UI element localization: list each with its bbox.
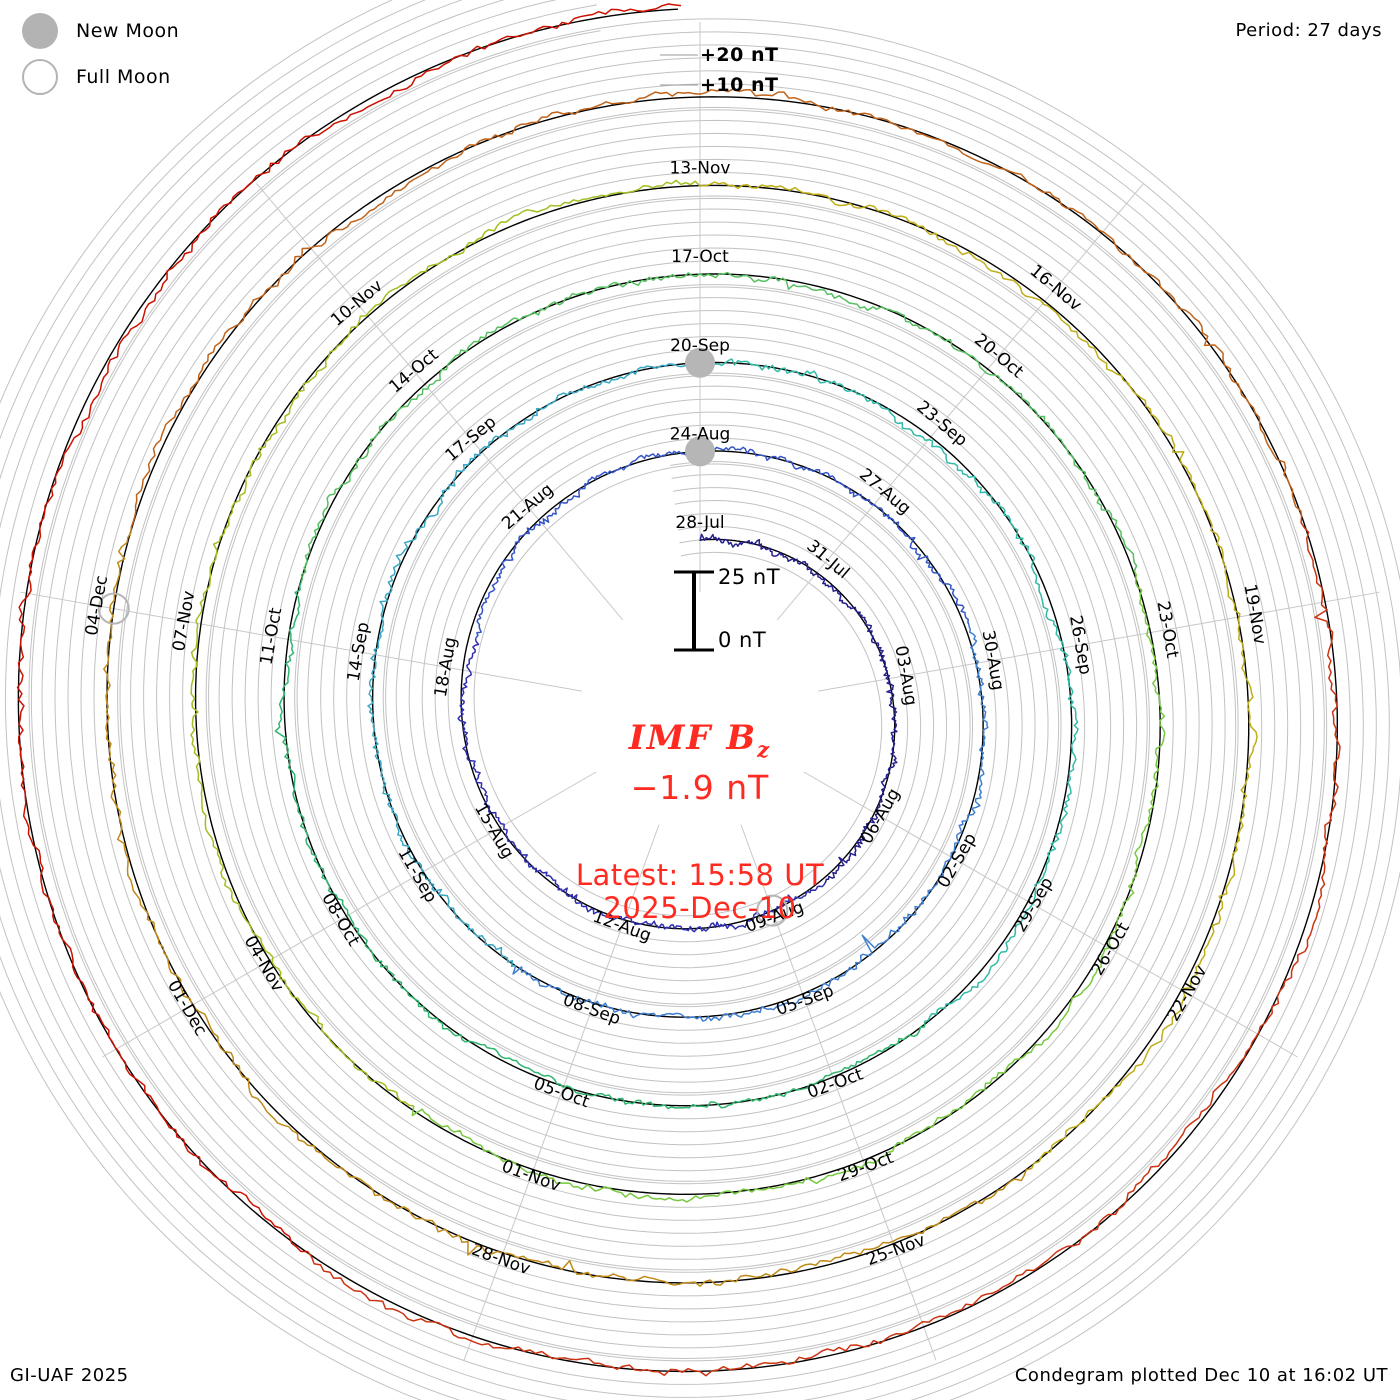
date-label: 04-Dec	[82, 574, 112, 637]
date-label: 08-Sep	[560, 990, 623, 1029]
date-label: 14-Oct	[385, 345, 442, 398]
latest-date: 2025-Dec-10	[603, 891, 797, 926]
scale-bar-bottom-label: 0 nT	[718, 628, 767, 652]
credit-label: GI-UAF 2025	[10, 1365, 129, 1386]
date-label: 24-Aug	[670, 424, 731, 444]
latest-time: Latest: 15:58 UT	[575, 857, 825, 892]
plotted-timestamp: Condegram plotted Dec 10 at 16:02 UT	[1014, 1365, 1388, 1386]
center-readout: IMF Bz −1.9 nT Latest: 15:58 UT 2025-Dec…	[0, 718, 1400, 925]
date-label: 20-Oct	[970, 330, 1027, 383]
radial-label-plus20: +20 nT	[700, 44, 779, 66]
moon-legend: New Moon Full Moon	[22, 8, 179, 100]
date-label: 13-Nov	[670, 159, 731, 179]
date-label: 17-Oct	[671, 247, 729, 267]
date-label: 01-Dec	[163, 977, 211, 1040]
date-label: 11-Oct	[257, 606, 287, 667]
date-label: 23-Oct	[1152, 599, 1182, 660]
date-label: 07-Nov	[169, 589, 199, 653]
legend-item-full-moon: Full Moon	[22, 54, 179, 100]
full-moon-icon	[22, 59, 58, 95]
radial-label-plus10: +10 nT	[700, 74, 779, 96]
legend-label-full-moon: Full Moon	[76, 66, 171, 88]
date-label: 03-Aug	[890, 644, 920, 707]
date-label: 22-Nov	[1164, 962, 1212, 1025]
date-label: 05-Oct	[531, 1074, 592, 1113]
date-label: 28-Jul	[675, 513, 724, 533]
date-label: 20-Sep	[670, 336, 730, 356]
date-label: 14-Sep	[344, 621, 374, 683]
imf-value: −1.9 nT	[630, 767, 770, 807]
imf-title: IMF Bz	[0, 718, 1400, 762]
date-label: 19-Nov	[1239, 582, 1269, 646]
imf-subscript: z	[757, 736, 772, 762]
imf-quantity: IMF B	[628, 718, 758, 758]
date-label: 21-Aug	[498, 480, 557, 534]
legend-item-new-moon: New Moon	[22, 8, 179, 54]
date-label: 26-Oct	[1088, 919, 1134, 979]
date-label: 26-Sep	[1065, 614, 1095, 676]
latest-readout: Latest: 15:58 UT 2025-Dec-10	[0, 857, 1400, 926]
scale-bar-top-label: 25 nT	[718, 565, 781, 589]
legend-label-new-moon: New Moon	[76, 20, 180, 42]
date-label: 04-Nov	[240, 933, 288, 996]
date-label: 25-Nov	[864, 1230, 928, 1270]
date-label: 05-Sep	[773, 981, 836, 1020]
date-label: 18-Aug	[431, 636, 461, 699]
scale-bar	[674, 570, 714, 652]
date-label: 31-Jul	[803, 536, 854, 583]
new-moon-icon	[22, 13, 58, 49]
period-label: Period: 27 days	[1235, 20, 1382, 41]
